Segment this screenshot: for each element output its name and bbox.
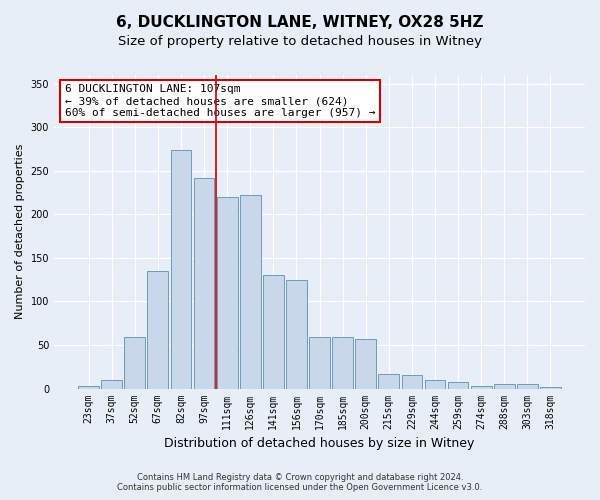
Bar: [448, 382, 469, 388]
Bar: [170, 150, 191, 388]
Bar: [517, 384, 538, 388]
Bar: [286, 280, 307, 388]
Bar: [540, 387, 561, 388]
Bar: [194, 178, 214, 388]
Bar: [148, 271, 168, 388]
Text: Contains HM Land Registry data © Crown copyright and database right 2024.
Contai: Contains HM Land Registry data © Crown c…: [118, 473, 482, 492]
Bar: [124, 337, 145, 388]
Bar: [425, 380, 445, 388]
Bar: [332, 337, 353, 388]
Bar: [355, 339, 376, 388]
Text: 6, DUCKLINGTON LANE, WITNEY, OX28 5HZ: 6, DUCKLINGTON LANE, WITNEY, OX28 5HZ: [116, 15, 484, 30]
Bar: [217, 197, 238, 388]
Bar: [263, 276, 284, 388]
Y-axis label: Number of detached properties: Number of detached properties: [15, 144, 25, 320]
Bar: [401, 376, 422, 388]
Bar: [240, 195, 260, 388]
Text: 6 DUCKLINGTON LANE: 107sqm
← 39% of detached houses are smaller (624)
60% of sem: 6 DUCKLINGTON LANE: 107sqm ← 39% of deta…: [65, 84, 375, 117]
Bar: [309, 337, 330, 388]
X-axis label: Distribution of detached houses by size in Witney: Distribution of detached houses by size …: [164, 437, 475, 450]
Bar: [471, 386, 491, 388]
Bar: [101, 380, 122, 388]
Bar: [494, 384, 515, 388]
Bar: [379, 374, 399, 388]
Bar: [78, 386, 99, 388]
Text: Size of property relative to detached houses in Witney: Size of property relative to detached ho…: [118, 35, 482, 48]
